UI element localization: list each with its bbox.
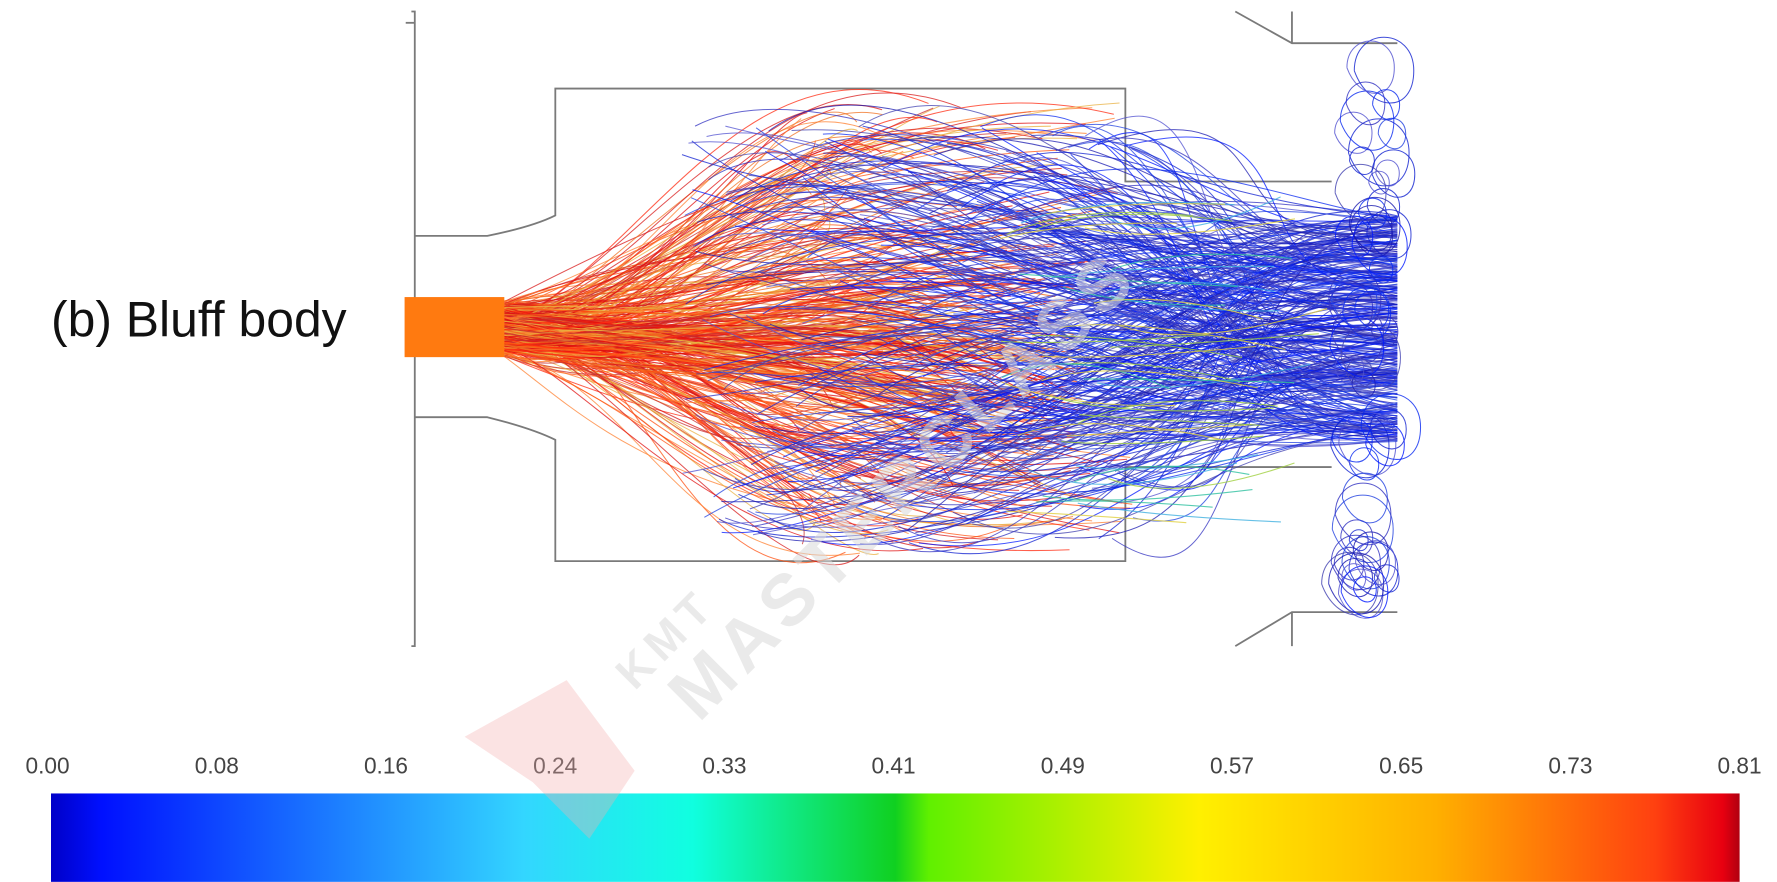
- colorbar-ticks: 0.000.080.160.240.330.410.490.570.650.73…: [26, 752, 1762, 778]
- streamline-loop: [1354, 37, 1413, 103]
- colorbar-tick-label: 0.65: [1379, 752, 1423, 778]
- figure-label: (b) Bluff body: [51, 291, 347, 347]
- colorbar: [51, 793, 1740, 881]
- page: {"figure": {"label": "(b) Bluff body"}, …: [0, 0, 1777, 882]
- inlet-jet: [405, 297, 505, 357]
- streamline-loop: [1350, 147, 1375, 174]
- streamline: [1006, 511, 1186, 522]
- top-right-wall: [1235, 11, 1397, 43]
- colorbar-tick-label: 0.49: [1041, 752, 1085, 778]
- colorbar-tick-label: 0.00: [26, 752, 70, 778]
- streamline-loop: [1335, 483, 1391, 545]
- streamline-loop: [1373, 90, 1400, 120]
- figure: (b) Bluff body KMT MASTERCLASS 0.000.080…: [0, 0, 1777, 882]
- streamline-loop: [1346, 82, 1385, 125]
- colorbar-tick-label: 0.08: [195, 752, 239, 778]
- colorbar-tick-label: 0.57: [1210, 752, 1254, 778]
- streamline: [1078, 503, 1281, 522]
- streamlines: [504, 37, 1420, 618]
- colorbar-tick-label: 0.16: [364, 752, 408, 778]
- streamline-loop: [1332, 495, 1393, 562]
- colorbar-tick-label: 0.73: [1548, 752, 1592, 778]
- colorbar-tick-label: 0.81: [1718, 752, 1762, 778]
- streamline-loop: [1340, 91, 1394, 150]
- streamline-loop: [1372, 150, 1415, 197]
- colorbar-tick-label: 0.41: [872, 752, 916, 778]
- colorbar-tick-label: 0.33: [702, 752, 746, 778]
